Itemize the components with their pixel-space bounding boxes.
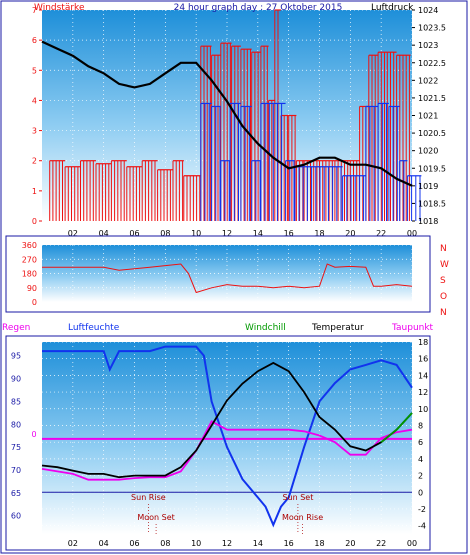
- hour-tick-label: 16: [284, 539, 294, 548]
- hour-tick-label: 02: [68, 539, 78, 548]
- temperature-tick-label: 12: [418, 388, 428, 397]
- pressure-tick-label: 1022.5: [418, 59, 446, 68]
- pressure-tick-label: 1022: [418, 76, 438, 85]
- temperature-line: [41, 361, 413, 479]
- wind-direction-line: [42, 263, 413, 294]
- temperature-tick-label: -2: [418, 505, 426, 514]
- hour-tick-label: 12: [222, 539, 232, 548]
- temperature-tick-label: 2: [418, 472, 423, 481]
- hour-tick-label: 04: [99, 229, 109, 238]
- wind-tick-label: 5: [32, 66, 37, 75]
- wind-tick-label: 0: [32, 217, 37, 226]
- temperature-tick-label: 0: [418, 488, 423, 497]
- hour-tick-label: 20: [345, 229, 355, 238]
- humidity-tick-label: 60: [11, 512, 21, 521]
- compass-label: N: [440, 308, 447, 318]
- hour-tick-label: 00: [407, 539, 417, 548]
- humidity-line: [42, 345, 413, 528]
- hour-tick-label: 20: [345, 539, 355, 548]
- pressure-tick-label: 1018.5: [418, 199, 446, 208]
- wind-tick-label: 6: [32, 36, 37, 45]
- compass-label: O: [440, 292, 447, 302]
- hour-tick-label: 00: [407, 229, 417, 238]
- temperature-tick-label: 16: [418, 355, 428, 364]
- pressure-tick-label: 1021: [418, 112, 438, 121]
- humidity-tick-label: 75: [11, 443, 21, 452]
- hour-tick-label: 10: [191, 229, 201, 238]
- hour-tick-label: 16: [284, 229, 294, 238]
- dewpoint-line: [41, 420, 413, 481]
- legend-windchill: Windchill: [245, 323, 286, 333]
- temperature-tick-label: -4: [418, 522, 426, 531]
- hour-tick-label: 04: [99, 539, 109, 548]
- pressure-tick-label: 1023: [418, 41, 438, 50]
- humidity-tick-label: 90: [11, 375, 21, 384]
- humidity-tick-label: 80: [11, 420, 21, 429]
- hour-tick-label: 02: [68, 229, 78, 238]
- hour-tick-label: 18: [314, 229, 324, 238]
- hour-tick-label: 08: [160, 229, 170, 238]
- temperature-tick-label: 10: [418, 405, 428, 414]
- hour-tick-label: 12: [222, 229, 232, 238]
- wind-force-label: Windstärke: [34, 3, 85, 13]
- chart-title: 24 hour graph day : 27 Oktober 2015: [174, 3, 343, 13]
- humidity-tick-label: 70: [11, 466, 21, 475]
- direction-tick-label: 360: [22, 241, 37, 250]
- compass-label: W: [440, 260, 449, 270]
- event-label: Moon Set: [137, 513, 174, 522]
- pressure-tick-label: 1021.5: [418, 94, 446, 103]
- compass-label: N: [440, 244, 447, 254]
- pressure-tick-label: 1020: [418, 147, 438, 156]
- pressure-tick-label: 1019.5: [418, 164, 446, 173]
- pressure-label: Luftdruck: [371, 3, 414, 13]
- wind-tick-label: 3: [32, 127, 37, 136]
- humidity-tick-label: 85: [11, 397, 21, 406]
- windchill-line: [380, 412, 413, 443]
- pressure-tick-label: 1018: [418, 217, 438, 226]
- humidity-tick-label: 95: [11, 352, 21, 361]
- hour-tick-label: 22: [376, 229, 386, 238]
- direction-tick-label: 270: [22, 255, 37, 264]
- temperature-tick-label: 14: [418, 371, 428, 380]
- humidity-tick-label: 65: [11, 489, 21, 498]
- event-label: Moon Rise: [282, 513, 323, 522]
- legend-regen: Regen: [2, 323, 30, 333]
- wind-tick-label: 7: [32, 6, 37, 15]
- temperature-tick-label: 4: [418, 455, 423, 464]
- event-label: Sun Set: [282, 493, 313, 502]
- compass-label: S: [440, 276, 446, 286]
- legend-temperatur: Temperatur: [311, 323, 364, 333]
- hour-tick-label: 18: [314, 539, 324, 548]
- wind-tick-label: 4: [32, 96, 37, 105]
- rain-zero-label: 0: [31, 430, 36, 439]
- pressure-line: [41, 40, 413, 187]
- direction-tick-label: 0: [32, 298, 37, 307]
- pressure-tick-label: 1020.5: [418, 129, 446, 138]
- temperature-tick-label: 8: [418, 422, 423, 431]
- direction-tick-label: 180: [22, 270, 37, 279]
- event-label: Sun Rise: [131, 493, 166, 502]
- temperature-tick-label: 6: [418, 438, 423, 447]
- pressure-tick-label: 1019: [418, 182, 438, 191]
- legend-taupunkt: Taupunkt: [391, 323, 434, 333]
- hour-tick-label: 22: [376, 539, 386, 548]
- hour-tick-label: 14: [253, 539, 263, 548]
- pressure-tick-label: 1024: [418, 6, 438, 15]
- pressure-tick-label: 1023.5: [418, 24, 446, 33]
- hour-tick-label: 10: [191, 539, 201, 548]
- direction-tick-label: 90: [27, 284, 37, 293]
- temperature-tick-label: 18: [418, 338, 428, 347]
- hour-tick-label: 08: [160, 539, 170, 548]
- hour-tick-label: 06: [129, 539, 139, 548]
- legend-luftfeuchte: Luftfeuchte: [68, 323, 120, 333]
- hour-tick-label: 14: [253, 229, 263, 238]
- wind-tick-label: 2: [32, 157, 37, 166]
- hour-tick-label: 06: [129, 229, 139, 238]
- wind-tick-label: 1: [32, 187, 37, 196]
